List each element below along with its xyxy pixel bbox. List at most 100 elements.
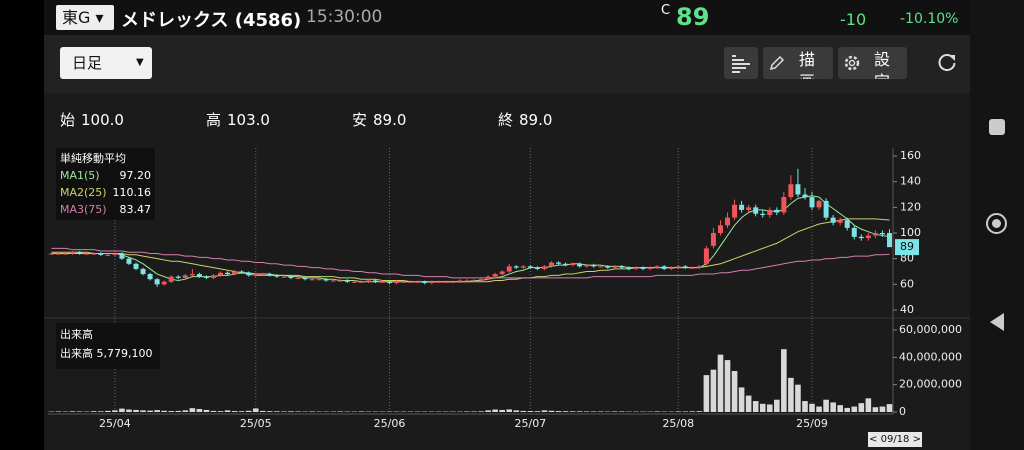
candle-body (105, 254, 111, 256)
candle-body (886, 233, 892, 248)
candle-body (422, 281, 428, 284)
candle-body (739, 204, 745, 210)
summary-value: 100.0 (81, 111, 124, 129)
candle-body (626, 267, 632, 269)
volume-legend: 出来高 出来高 5,779,100 (56, 323, 160, 369)
volume-bar (886, 404, 893, 412)
y-tick-label: 20,000,000 (899, 378, 962, 391)
candle-body (450, 281, 456, 283)
candle-body (168, 276, 174, 282)
candle-body (316, 279, 322, 281)
candle-body (520, 266, 526, 268)
candle-body (788, 184, 794, 198)
candle-body (330, 280, 336, 282)
settings-button[interactable]: 設定 (838, 47, 907, 79)
candle-body (732, 204, 738, 218)
candle-body (302, 277, 308, 280)
volume-bar (288, 411, 294, 412)
candle-body (703, 248, 709, 264)
candle-body (232, 271, 238, 275)
summary-value: 89.0 (373, 111, 407, 129)
candle-body (858, 236, 864, 239)
refresh-button[interactable] (936, 52, 958, 74)
volume-bar (471, 411, 477, 412)
volume-bar (217, 411, 224, 412)
last-price-box (895, 239, 919, 256)
candle-body (619, 266, 625, 268)
candle-body (640, 267, 646, 269)
candle-body (288, 276, 294, 278)
volume-bar (774, 399, 780, 412)
period-select[interactable]: 日足 ▼ (60, 47, 152, 79)
volume-bar (858, 403, 865, 412)
candle-body (837, 220, 843, 223)
list-icon (732, 55, 750, 73)
volume-bar (696, 411, 703, 412)
y-tick-label: 140 (900, 175, 921, 188)
candle-body (710, 233, 716, 246)
candle-body (485, 276, 491, 280)
candle-body (506, 266, 512, 272)
y-tick-label: 100 (900, 226, 921, 239)
volume-bar (830, 402, 836, 412)
y-tick-label: 160 (900, 149, 921, 162)
candle-body (661, 266, 667, 269)
summary-item: 高 103.0 (206, 109, 352, 130)
stock-name: メドレックス (4586) (121, 10, 302, 31)
volume-bar (682, 411, 689, 412)
candle-body (260, 274, 266, 276)
volume-bar (224, 410, 231, 412)
legend-title: 単純移動平均 (60, 152, 126, 165)
candle-body (91, 253, 97, 255)
back-button[interactable] (988, 312, 1006, 332)
summary-item: 安 89.0 (352, 109, 498, 130)
volume-bar (231, 411, 238, 412)
volume-bar (745, 395, 752, 412)
legend-value: 97.20 (119, 169, 152, 182)
volume-bar (724, 360, 731, 412)
volume-bar (69, 411, 76, 412)
candle-body (534, 267, 540, 269)
candle-body (154, 279, 160, 285)
volume-name: 出来高 (60, 347, 93, 360)
draw-button[interactable]: 描画 (763, 47, 833, 79)
candle-body (281, 276, 287, 278)
candle-body (147, 274, 153, 280)
candle-body (556, 262, 562, 264)
indicator-button[interactable] (724, 47, 758, 79)
ma-line (51, 247, 890, 279)
candle-body (809, 197, 815, 208)
y-tick-label: 60 (900, 277, 914, 290)
volume-bar (252, 408, 259, 412)
recents-button[interactable] (989, 119, 1005, 135)
candle-body (189, 274, 195, 276)
summary-label: 始 (60, 111, 76, 129)
candle-body (527, 266, 533, 268)
market-select[interactable]: 東G ▾ (56, 5, 114, 30)
x-tick-label: 25/04 (99, 417, 131, 430)
summary-item: 始 100.0 (60, 109, 206, 130)
candle-body (598, 266, 604, 268)
volume-bar (55, 411, 62, 412)
candle-body (795, 184, 801, 195)
home-button[interactable] (986, 213, 1007, 234)
candle-body (457, 280, 463, 282)
volume-bar (837, 405, 843, 412)
legend-entry: MA3(75) 83.47 (60, 201, 151, 218)
candle-body (203, 276, 209, 278)
settings-label: 設定 (874, 50, 891, 79)
candle-body (675, 266, 681, 268)
candle-body (696, 266, 702, 268)
legend-value: 110.16 (112, 186, 152, 199)
last-price: 89 (900, 240, 914, 253)
candle-body (161, 281, 167, 285)
candle-body (668, 267, 674, 269)
candle-body (478, 279, 484, 281)
volume-bar (281, 411, 287, 412)
price-flag: C (661, 3, 671, 18)
volume-bar (245, 410, 252, 412)
volume-bar (802, 401, 808, 412)
draw-label: 描画 (799, 50, 816, 79)
legend-entry: MA2(25) 110.16 (60, 184, 151, 201)
